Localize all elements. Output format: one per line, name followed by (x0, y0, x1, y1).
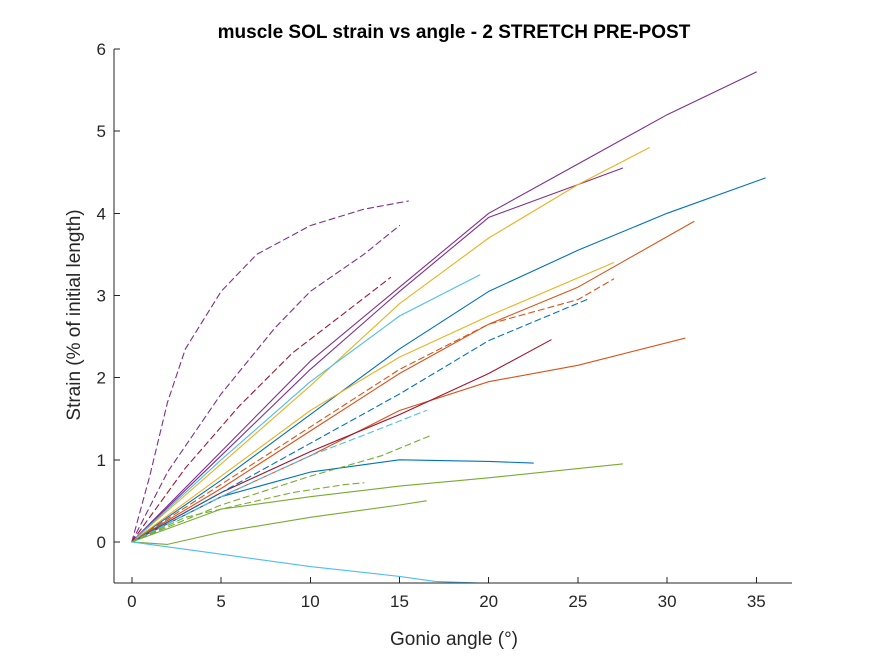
y-tick-label: 5 (97, 122, 106, 141)
series-line-12 (131, 500, 427, 545)
y-tick-label: 1 (97, 451, 106, 470)
y-tick-label: 6 (97, 40, 106, 59)
series-line-3 (131, 147, 650, 543)
series-line-5 (131, 220, 695, 543)
y-tick-label: 0 (97, 533, 106, 552)
series-line-18 (131, 299, 588, 543)
x-tick-label: 30 (658, 592, 677, 611)
y-axis-label: Strain (% of initial length) (64, 209, 85, 420)
series-line-8 (131, 274, 481, 543)
y-tick-label: 4 (97, 204, 106, 223)
x-tick-label: 20 (479, 592, 498, 611)
series-line-9 (131, 262, 615, 543)
series-line-17 (131, 278, 615, 543)
series-line-1 (131, 71, 757, 543)
series-line-4 (131, 177, 766, 543)
y-tick-label: 2 (97, 369, 106, 388)
series-line-21 (131, 482, 365, 543)
series-line-15 (131, 225, 401, 543)
x-tick-label: 25 (568, 592, 587, 611)
x-axis-label: Gonio angle (°) (390, 629, 518, 650)
series-line-14 (131, 200, 409, 543)
series-layer (131, 71, 766, 583)
series-line-16 (131, 276, 392, 543)
y-tick-label: 3 (97, 286, 106, 305)
chart-title: muscle SOL strain vs angle - 2 STRETCH P… (218, 22, 691, 43)
series-line-7 (131, 339, 552, 543)
x-tick-label: 10 (301, 592, 320, 611)
x-tick-label: 35 (747, 592, 766, 611)
series-line-13 (131, 541, 481, 583)
x-tick-label: 0 (127, 592, 136, 611)
series-line-11 (131, 463, 624, 543)
x-tick-label: 5 (216, 592, 225, 611)
series-line-2 (131, 167, 624, 543)
x-tick-label: 15 (390, 592, 409, 611)
series-line-20 (131, 434, 433, 543)
axes: 0 5 10 15 20 25 30 35 0 1 2 3 4 5 6 (97, 40, 792, 611)
